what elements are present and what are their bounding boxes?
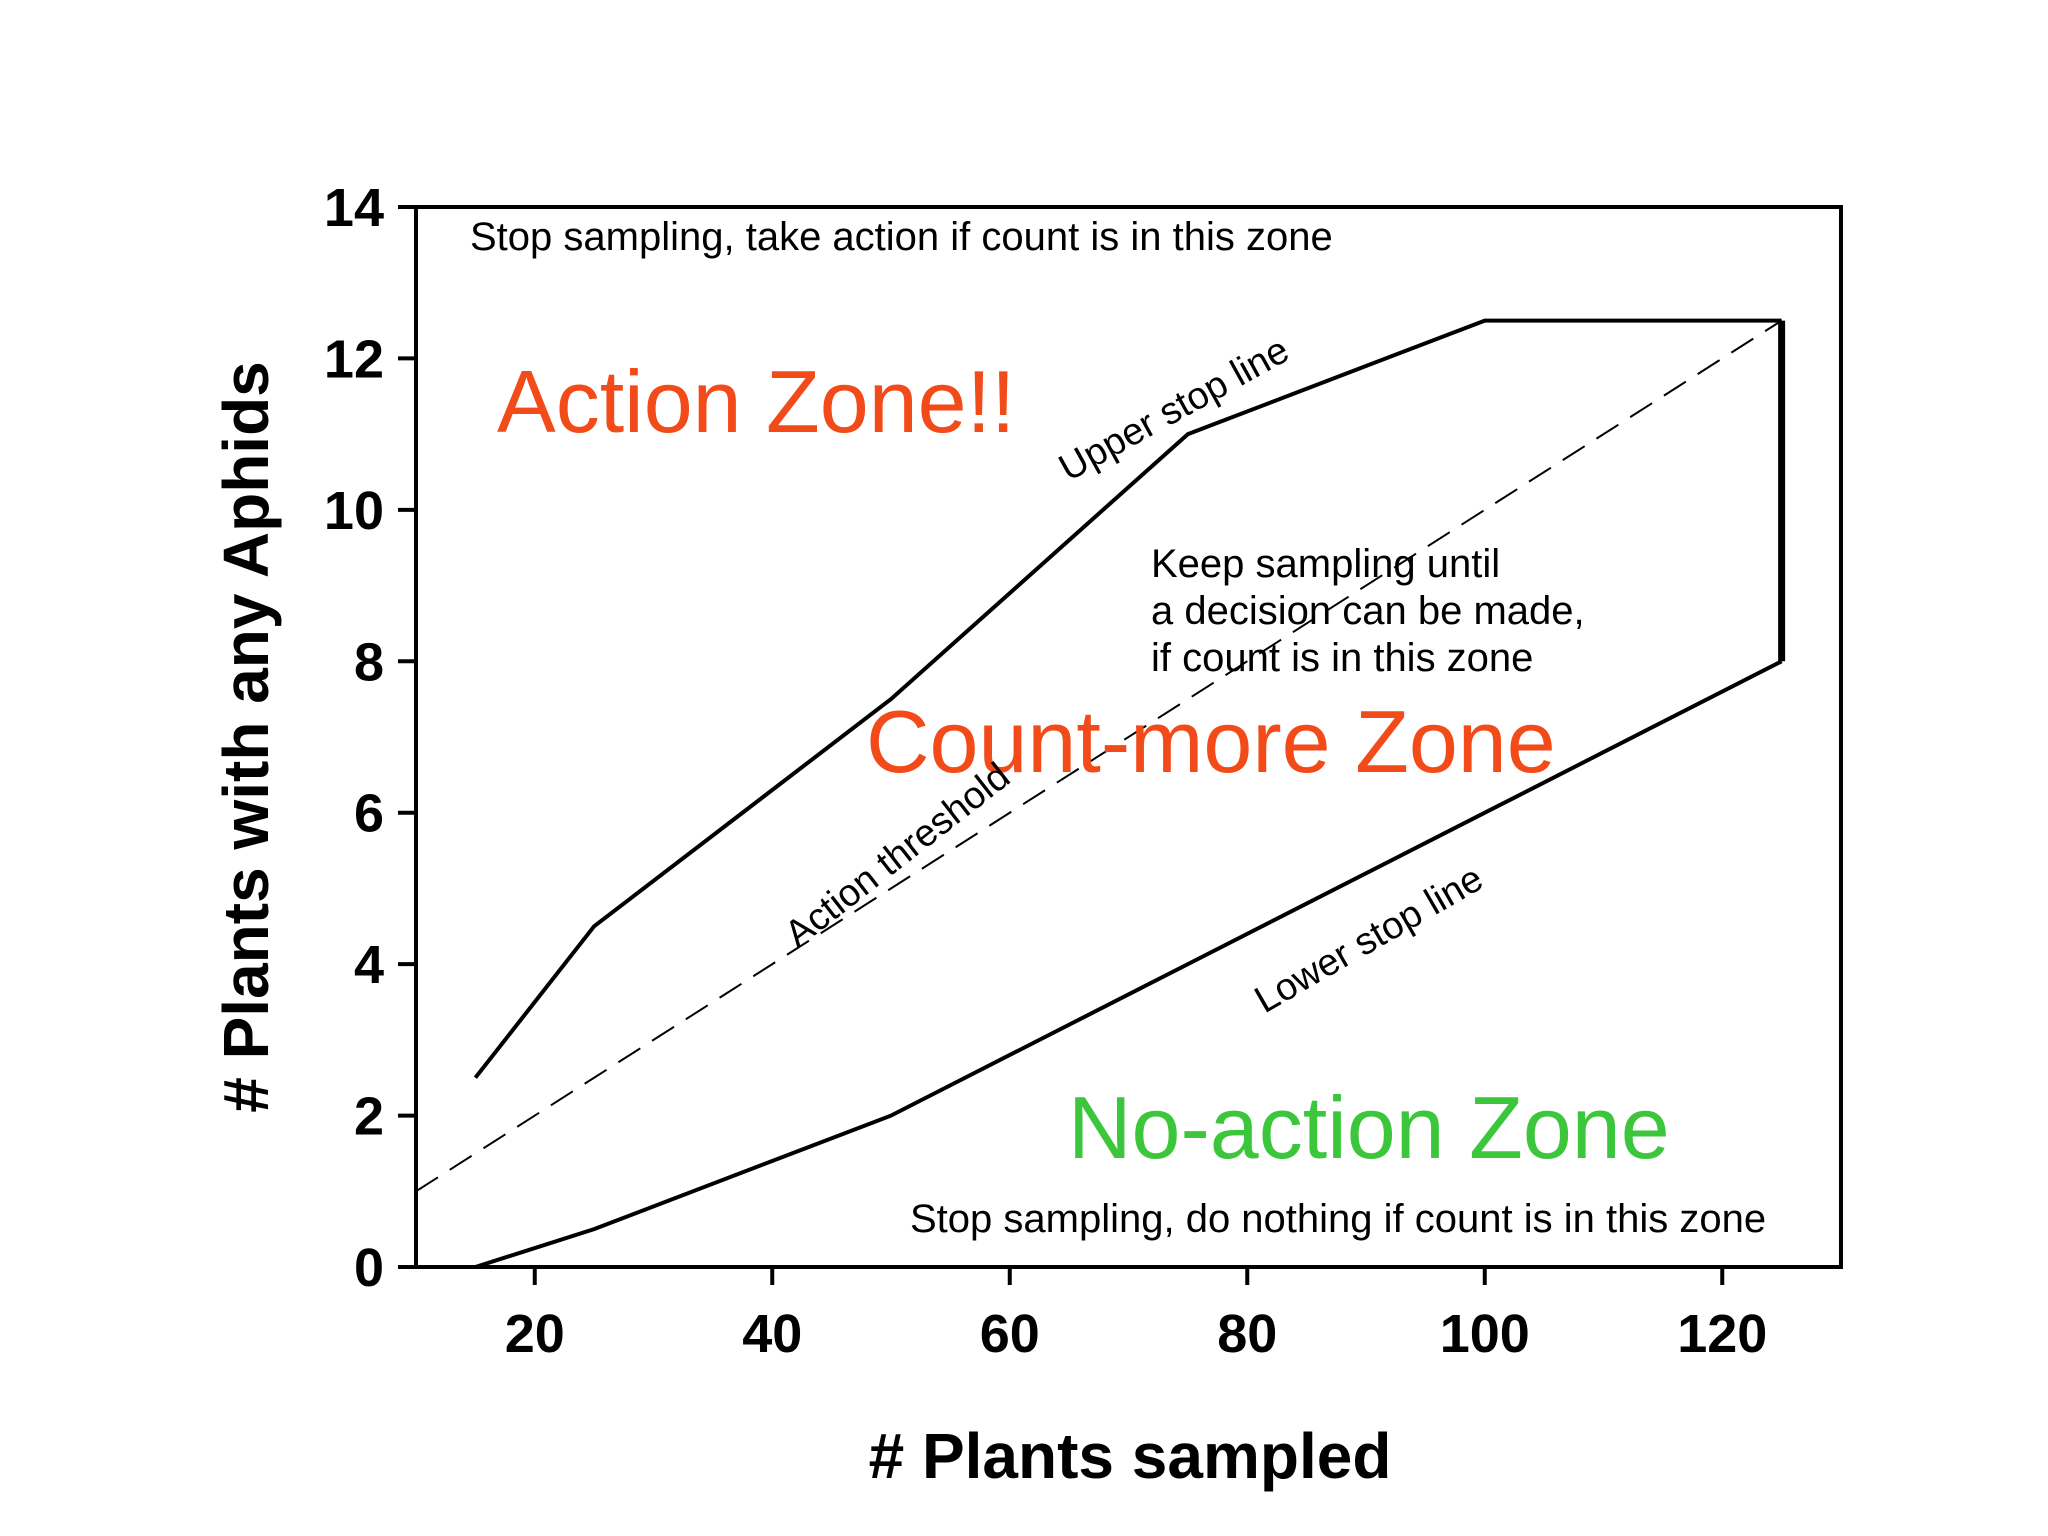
middle-note-line-1: Keep sampling until <box>1151 542 1500 586</box>
y-tick-label: 8 <box>354 632 384 692</box>
y-tick-label: 0 <box>354 1238 384 1298</box>
y-tick-label: 6 <box>354 784 384 844</box>
series-line-2 <box>474 659 1783 1269</box>
y-tick-label: 14 <box>324 178 384 238</box>
bottom-note: Stop sampling, do nothing if count is in… <box>910 1197 1766 1241</box>
y-tick-label: 12 <box>324 329 384 389</box>
y-tick-label: 2 <box>354 1087 384 1147</box>
no-action-zone-label: No-action Zone <box>1068 1078 1670 1177</box>
y-tick-label: 4 <box>354 935 384 995</box>
count-more-zone-label: Count-more Zone <box>866 692 1556 791</box>
x-tick-label: 100 <box>1440 1304 1530 1364</box>
y-axis-title: # Plants with any Aphids <box>210 361 282 1113</box>
x-tick-label: 120 <box>1677 1304 1767 1364</box>
x-tick-label: 40 <box>742 1304 802 1364</box>
y-tick-label: 10 <box>324 481 384 541</box>
x-tick-label: 80 <box>1217 1304 1277 1364</box>
middle-note-line-3: if count is in this zone <box>1151 636 1533 680</box>
x-axis-title: # Plants sampled <box>869 1420 1392 1492</box>
x-tick-label: 60 <box>980 1304 1040 1364</box>
series-line-0 <box>473 318 1782 1079</box>
upper-stop-line-label: Upper stop line <box>1052 329 1296 490</box>
action-zone-label: Action Zone!! <box>497 352 1016 451</box>
series-line-1 <box>415 319 1783 1193</box>
series-layer <box>415 318 1786 1269</box>
ticks-layer: 20 40 60 80 100 120 0 2 4 6 8 10 12 14 <box>324 178 1767 1364</box>
middle-note-line-2: a decision can be made, <box>1151 589 1585 633</box>
lower-stop-line-label: Lower stop line <box>1248 858 1490 1022</box>
plot-frame <box>414 205 1843 1269</box>
x-tick-label: 20 <box>505 1304 565 1364</box>
top-note: Stop sampling, take action if count is i… <box>470 215 1333 259</box>
